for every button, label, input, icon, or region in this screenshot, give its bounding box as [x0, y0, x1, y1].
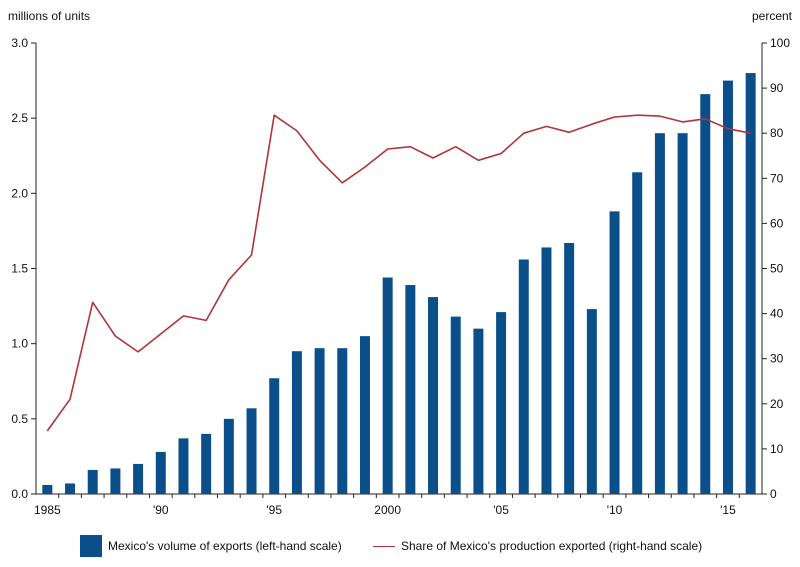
bar	[359, 336, 370, 494]
legend-label-share: Share of Mexico's production exported (r…	[401, 539, 703, 553]
x-tick-label: 2000	[374, 503, 401, 517]
left-tick-label: 2.0	[11, 186, 28, 200]
right-tick-label: 60	[770, 216, 784, 230]
bar	[700, 94, 711, 494]
bar	[110, 468, 121, 494]
bar	[65, 483, 76, 494]
bar	[428, 297, 439, 494]
bar	[314, 348, 325, 494]
bar	[42, 484, 53, 494]
legend-item-exports: Mexico's volume of exports (left-hand sc…	[80, 535, 342, 557]
bar	[382, 277, 393, 494]
left-tick-label: 0.5	[11, 412, 28, 426]
legend: Mexico's volume of exports (left-hand sc…	[0, 535, 800, 560]
bar	[609, 211, 620, 494]
left-tick-label: 0.0	[11, 487, 28, 501]
x-tick-label: '15	[720, 503, 736, 517]
legend-swatch-bar	[80, 535, 102, 557]
bar	[246, 408, 257, 494]
right-tick-label: 10	[770, 442, 784, 456]
bar	[564, 242, 575, 494]
bar	[632, 172, 643, 494]
right-axis-label: percent	[752, 9, 793, 23]
bar	[269, 378, 280, 494]
bar	[155, 451, 166, 494]
bar	[405, 285, 416, 494]
bar	[87, 469, 98, 494]
x-tick-label: '05	[493, 503, 509, 517]
right-tick-label: 100	[770, 36, 790, 50]
tick-labels: 0.0 0.5 1.0 1.5 2.0 2.5 3.0 0 10 20 30 40 50 60 70 80 90…	[11, 36, 790, 517]
bar	[291, 351, 302, 494]
x-tick-label: '90	[153, 503, 169, 517]
left-axis-label: millions of units	[8, 9, 90, 23]
right-tick-label: 80	[770, 126, 784, 140]
x-tick-label: 1985	[34, 503, 61, 517]
bar	[178, 438, 189, 494]
x-tick-label: '95	[266, 503, 282, 517]
right-tick-label: 20	[770, 397, 784, 411]
right-tick-label: 30	[770, 352, 784, 366]
right-tick-label: 40	[770, 307, 784, 321]
bar	[745, 73, 756, 495]
bar	[473, 328, 484, 494]
left-tick-label: 1.0	[11, 337, 28, 351]
right-tick-label: 0	[770, 487, 777, 501]
bar	[450, 316, 461, 494]
bar	[654, 133, 665, 494]
right-tick-label: 70	[770, 171, 784, 185]
bar	[722, 80, 733, 494]
left-tick-label: 1.5	[11, 262, 28, 276]
x-tick-label: '10	[607, 503, 623, 517]
legend-swatch-line	[373, 545, 395, 547]
bar	[201, 433, 212, 494]
bar-series	[42, 73, 756, 495]
bar	[586, 309, 597, 494]
bar	[337, 348, 348, 494]
right-tick-label: 90	[770, 81, 784, 95]
left-tick-label: 2.5	[11, 111, 28, 125]
legend-label-exports: Mexico's volume of exports (left-hand sc…	[108, 539, 342, 553]
bar	[541, 247, 552, 494]
bar	[496, 312, 507, 494]
bar	[518, 259, 529, 494]
bar	[677, 133, 688, 494]
line-series	[46, 114, 751, 432]
bar	[223, 418, 234, 494]
legend-item-share: Share of Mexico's production exported (r…	[373, 536, 702, 556]
right-tick-label: 50	[770, 262, 784, 276]
share-line	[46, 114, 751, 432]
left-tick-label: 3.0	[11, 36, 28, 50]
bar	[133, 463, 144, 494]
